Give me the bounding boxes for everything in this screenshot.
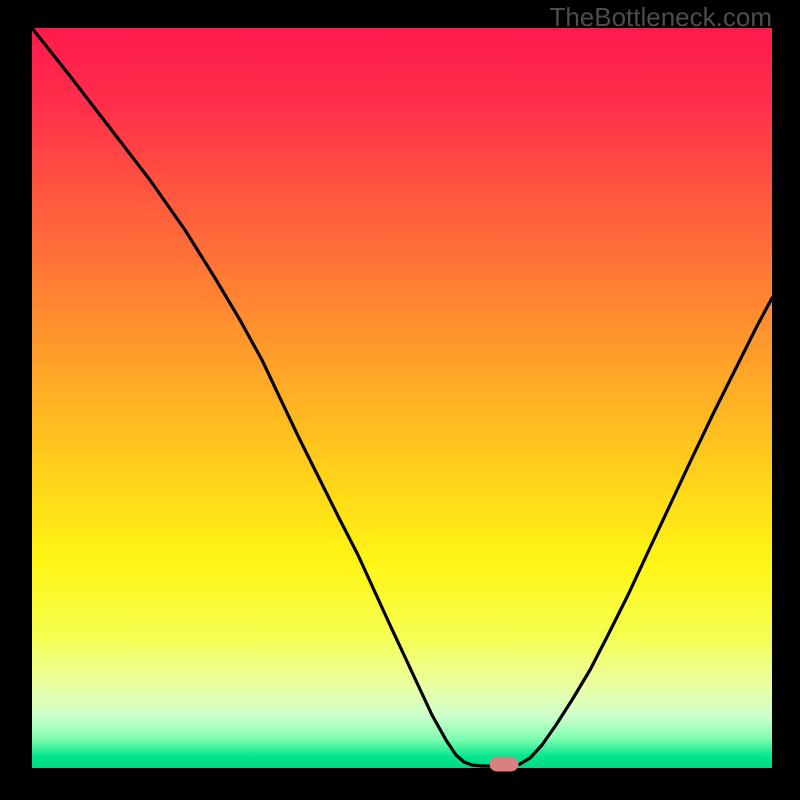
- chart-overlay: [0, 0, 800, 800]
- optimum-marker: [490, 757, 518, 771]
- watermark-text: TheBottleneck.com: [549, 2, 772, 33]
- bottleneck-curve: [32, 28, 772, 766]
